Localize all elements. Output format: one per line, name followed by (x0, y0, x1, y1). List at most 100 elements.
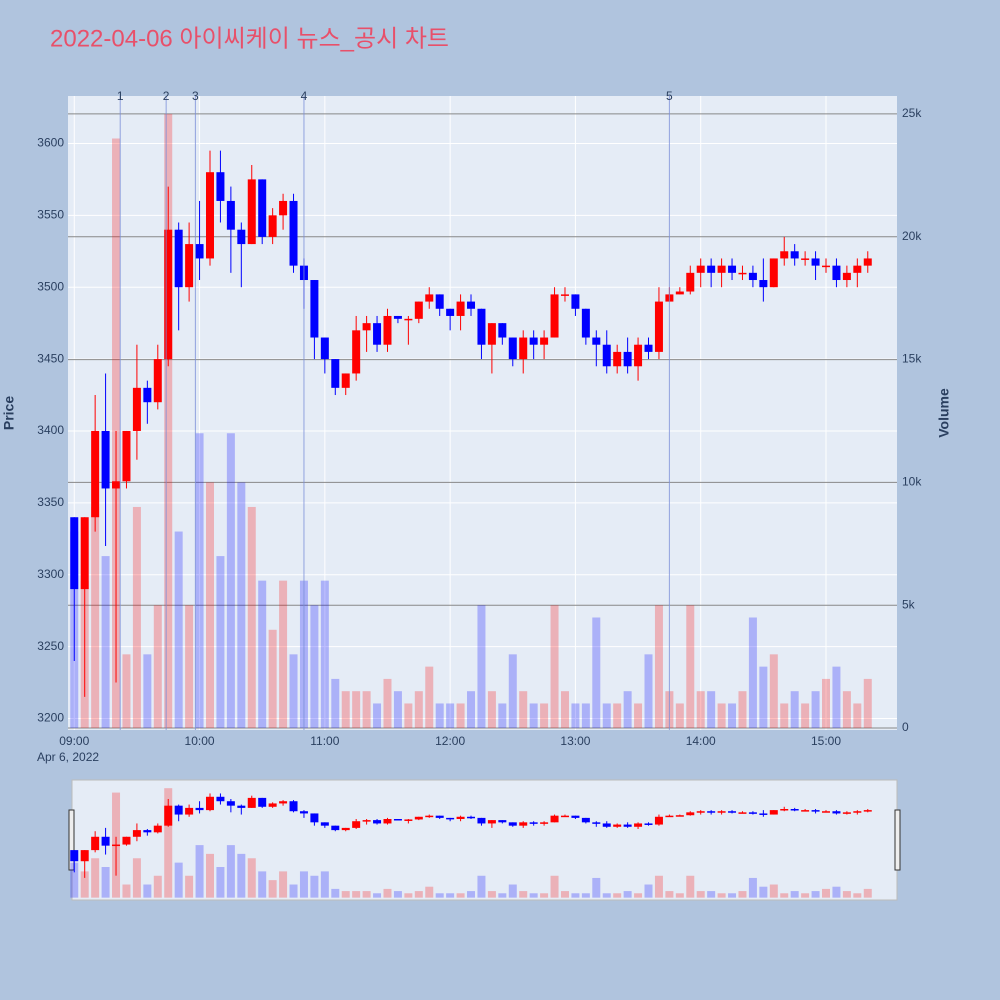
mini-candle-body (529, 822, 538, 824)
volume-bar (592, 617, 601, 729)
y-tick-label: 3250 (37, 639, 64, 653)
candle-body (707, 265, 716, 273)
mini-candle-body (435, 815, 444, 818)
candle-body (247, 179, 256, 245)
volume-bar (122, 654, 131, 729)
mini-candle-body (707, 811, 716, 813)
mini-candle-body (665, 815, 674, 818)
mini-candle-body (811, 810, 820, 812)
mini-volume-bar (592, 877, 601, 898)
mini-candle-body (352, 821, 361, 828)
candle-body (487, 323, 496, 345)
mini-volume-bar (289, 884, 298, 898)
volume-bar (560, 691, 569, 729)
mini-volume-bar (519, 891, 528, 898)
volume-bar (623, 691, 632, 729)
candle-body (550, 294, 559, 338)
volume-bar (675, 703, 684, 729)
mini-volume-bar (759, 886, 768, 898)
mini-candle-body (748, 812, 757, 814)
candle-body (540, 337, 549, 345)
mini-volume-bar (801, 893, 810, 898)
volume-bar (268, 629, 277, 729)
mini-candle-body (540, 822, 549, 824)
candle-body (132, 387, 141, 431)
mini-volume-bar (822, 888, 831, 898)
mini-volume-bar (487, 891, 496, 898)
volume-bar (143, 654, 152, 729)
mini-candle-body (404, 819, 413, 821)
mini-volume-bar (164, 788, 173, 898)
candle-body (571, 294, 580, 309)
mini-candle-body (153, 825, 162, 833)
candle-body (456, 301, 465, 316)
mini-candle-body (519, 822, 528, 826)
mini-candle-body (623, 824, 632, 827)
volume-bar (185, 605, 194, 729)
event-label: 1 (117, 89, 124, 103)
volume-bar (425, 666, 434, 729)
mini-candle-body (602, 823, 611, 827)
y-tick-label: 3200 (37, 711, 64, 725)
mini-volume-bar (362, 891, 371, 898)
candle-body (508, 337, 517, 360)
volume-bar (174, 531, 183, 729)
candle-body (634, 344, 643, 367)
mini-candle-body (185, 807, 194, 815)
x-date-label: Apr 6, 2022 (37, 750, 99, 764)
mini-volume-bar (571, 893, 580, 898)
candle-body (822, 265, 831, 268)
candle-body (237, 229, 246, 245)
mini-volume-bar (508, 884, 517, 898)
volume-bar (383, 678, 392, 729)
mini-candle-body (456, 816, 465, 819)
mini-volume-bar (320, 871, 329, 898)
volume-bar (352, 691, 361, 729)
mini-candle-body (299, 811, 308, 814)
mini-candle-body (560, 815, 569, 818)
mini-candle-body (247, 797, 256, 808)
mini-volume-bar (352, 891, 361, 898)
volume-bar (790, 691, 799, 729)
mini-candle-body (91, 836, 100, 851)
y2-axis-title: Volume (936, 388, 952, 438)
mini-candle-body (780, 809, 789, 811)
mini-candle-body (237, 805, 246, 808)
mini-candle-body (738, 812, 747, 814)
y-tick-label: 3300 (37, 567, 64, 581)
candle-body (279, 200, 288, 216)
volume-bar (101, 556, 110, 729)
volume-bar (519, 691, 528, 729)
y-tick-label: 3400 (37, 423, 64, 437)
candle-body (383, 315, 392, 345)
mini-volume-bar (696, 891, 705, 898)
volume-bar (769, 654, 778, 729)
mini-candle-body (832, 811, 841, 814)
candle-body (258, 179, 267, 237)
candle-body (613, 351, 622, 367)
candle-body (435, 294, 444, 309)
mini-volume-bar (853, 893, 862, 898)
y-tick-label: 3500 (37, 279, 64, 293)
candle-body (216, 172, 225, 201)
candle-body (790, 251, 799, 259)
mini-candle-body (132, 830, 141, 837)
volume-bar (728, 703, 737, 729)
range-handle-right[interactable] (894, 809, 901, 871)
y-tick-label: 3600 (37, 136, 64, 150)
candle-body (811, 258, 820, 266)
candle-body (331, 359, 340, 388)
mini-volume-bar (811, 891, 820, 898)
candle-body (205, 172, 214, 259)
candle-body (153, 359, 162, 403)
mini-candle-body (80, 850, 89, 862)
y2-tick-label: 25k (902, 106, 922, 120)
range-handle-left[interactable] (68, 809, 75, 871)
volume-bar (216, 556, 225, 729)
mini-volume-bar (185, 875, 194, 898)
candle-body (362, 323, 371, 331)
candle-body (623, 351, 632, 367)
mini-volume-bar (665, 891, 674, 898)
mini-candle-body (654, 816, 663, 825)
y-tick-label: 3350 (37, 495, 64, 509)
